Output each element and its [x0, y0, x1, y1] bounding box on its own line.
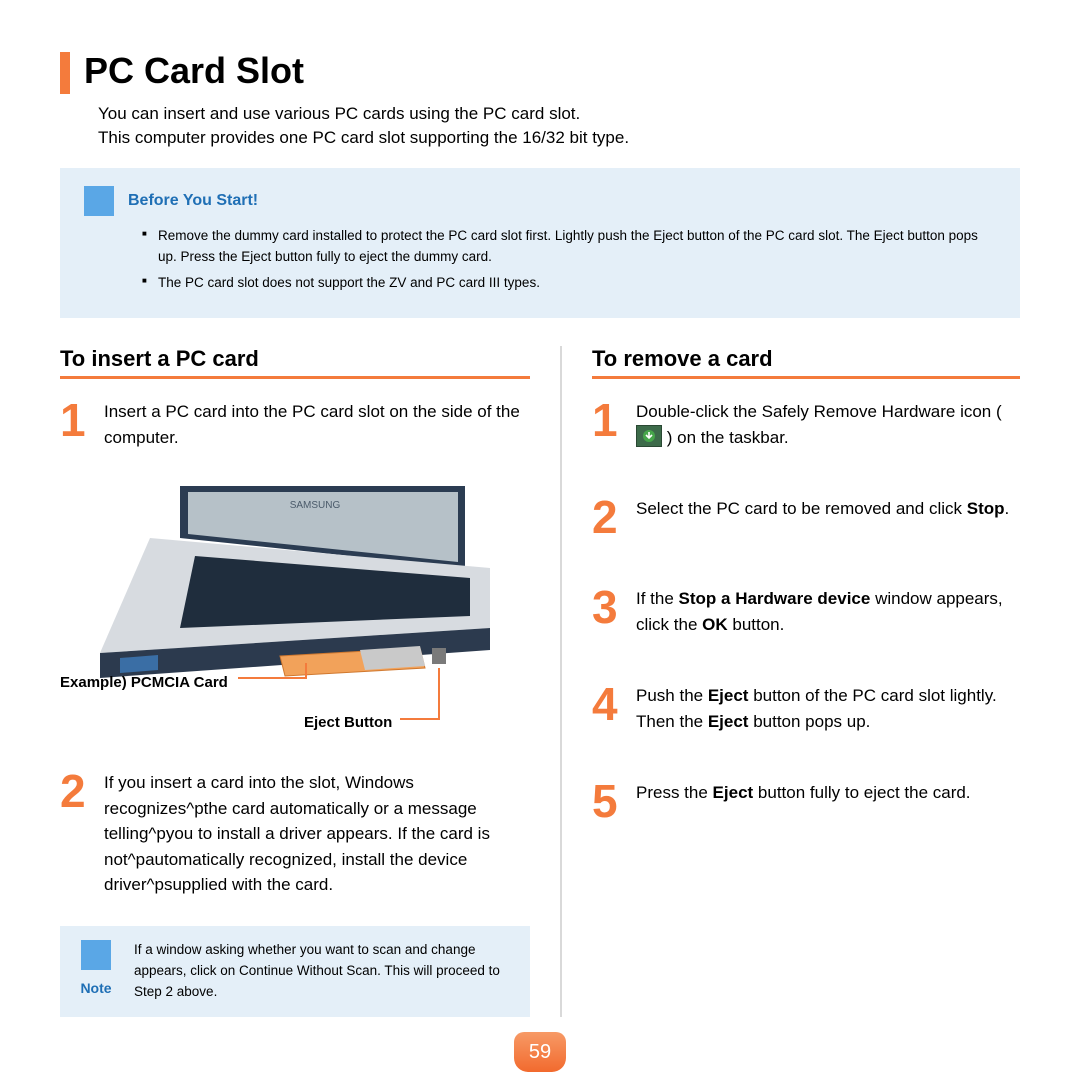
before-bullet-1: Remove the dummy card installed to prote… — [142, 226, 996, 268]
step-number: 1 — [592, 397, 626, 450]
r4a: Push the — [636, 686, 708, 705]
right-heading-rule — [592, 376, 1020, 379]
r1b: ) on the taskbar. — [667, 428, 789, 447]
before-bullets: Remove the dummy card installed to prote… — [142, 226, 996, 295]
svg-text:SAMSUNG: SAMSUNG — [290, 500, 341, 511]
r2c: . — [1005, 499, 1010, 518]
r2b: Stop — [967, 499, 1005, 518]
step-number: 2 — [60, 768, 94, 898]
title-accent-bar — [60, 52, 70, 94]
note-left: Note — [76, 940, 116, 996]
r1a: Double-click the Safely Remove Hardware … — [636, 402, 1002, 421]
laptop-svg: SAMSUNG — [60, 478, 500, 698]
r5c: button fully to eject the card. — [753, 783, 970, 802]
right-heading: To remove a card — [592, 346, 1020, 372]
note-box: Note If a window asking whether you want… — [60, 926, 530, 1017]
right-step-1-text: Double-click the Safely Remove Hardware … — [636, 397, 1020, 450]
r2a: Select the PC card to be removed and cli… — [636, 499, 967, 518]
right-step-5: 5 Press the Eject button fully to eject … — [592, 778, 1020, 824]
columns: To insert a PC card 1 Insert a PC card i… — [60, 346, 1020, 1016]
right-step-1: 1 Double-click the Safely Remove Hardwar… — [592, 397, 1020, 450]
before-header: Before You Start! — [84, 186, 996, 216]
r4e: button pops up. — [748, 712, 870, 731]
note-square-icon — [81, 940, 111, 970]
before-you-start-box: Before You Start! Remove the dummy card … — [60, 168, 1020, 319]
laptop-illustration: SAMSUNG Example) PCMCIA Card Eject But — [60, 478, 500, 738]
intro-line-1: You can insert and use various PC cards … — [98, 104, 580, 123]
intro-text: You can insert and use various PC cards … — [98, 102, 1020, 150]
right-step-3: 3 If the Stop a Hardware device window a… — [592, 584, 1020, 637]
callout-pcmcia-label: Example) PCMCIA Card — [60, 674, 228, 691]
callout-line-1h — [238, 677, 307, 679]
page-number-badge: 59 — [514, 1032, 566, 1072]
right-step-2: 2 Select the PC card to be removed and c… — [592, 494, 1020, 540]
step-number: 5 — [592, 778, 626, 824]
safely-remove-hardware-icon — [636, 425, 662, 447]
before-bullet-2: The PC card slot does not support the ZV… — [142, 273, 996, 294]
r5b: Eject — [713, 783, 754, 802]
r3a: If the — [636, 589, 679, 608]
r5a: Press the — [636, 783, 713, 802]
right-step-5-text: Press the Eject button fully to eject th… — [636, 778, 971, 824]
r4b: Eject — [708, 686, 749, 705]
callout-eject-label: Eject Button — [304, 714, 392, 731]
step-number: 2 — [592, 494, 626, 540]
right-step-2-text: Select the PC card to be removed and cli… — [636, 494, 1009, 540]
r3b: Stop a Hardware device — [679, 589, 871, 608]
callout-line-1v — [305, 663, 307, 677]
left-heading: To insert a PC card — [60, 346, 530, 372]
left-heading-rule — [60, 376, 530, 379]
left-step-2: 2 If you insert a card into the slot, Wi… — [60, 768, 530, 898]
left-step-2-text: If you insert a card into the slot, Wind… — [104, 768, 530, 898]
right-step-4-text: Push the Eject button of the PC card slo… — [636, 681, 1020, 734]
step-number: 1 — [60, 397, 94, 450]
left-step-1-text: Insert a PC card into the PC card slot o… — [104, 397, 530, 450]
callout-line-2h — [400, 718, 440, 720]
before-square-icon — [84, 186, 114, 216]
before-title: Before You Start! — [128, 192, 258, 210]
right-step-4: 4 Push the Eject button of the PC card s… — [592, 681, 1020, 734]
intro-line-2: This computer provides one PC card slot … — [98, 128, 629, 147]
left-step-1: 1 Insert a PC card into the PC card slot… — [60, 397, 530, 450]
title-row: PC Card Slot — [60, 50, 1020, 94]
r3d: OK — [702, 615, 728, 634]
note-text: If a window asking whether you want to s… — [134, 940, 514, 1003]
r3e: button. — [728, 615, 785, 634]
step-number: 4 — [592, 681, 626, 734]
right-column: To remove a card 1 Double-click the Safe… — [592, 346, 1020, 1016]
right-step-3-text: If the Stop a Hardware device window app… — [636, 584, 1020, 637]
step-number: 3 — [592, 584, 626, 637]
r4d: Eject — [708, 712, 749, 731]
page-title: PC Card Slot — [84, 50, 304, 92]
callout-line-2v — [438, 668, 440, 720]
note-label: Note — [80, 980, 111, 996]
left-column: To insert a PC card 1 Insert a PC card i… — [60, 346, 530, 1016]
column-divider — [560, 346, 562, 1016]
